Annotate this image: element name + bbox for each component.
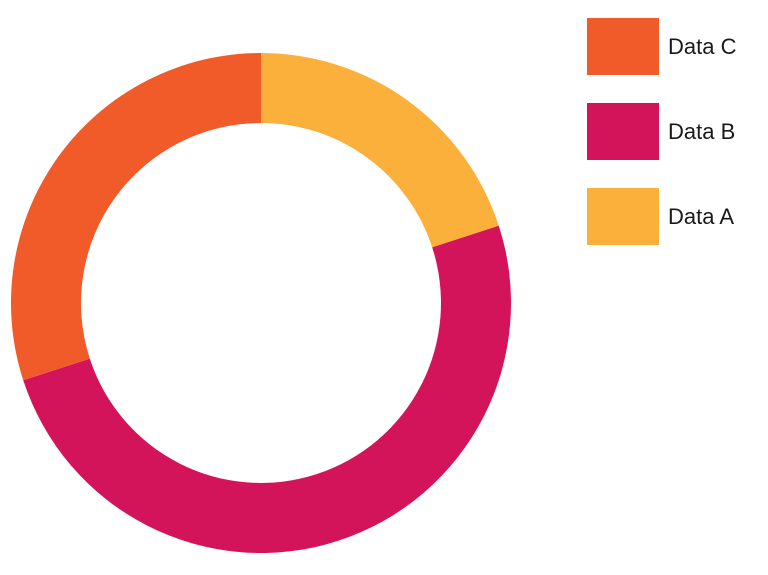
legend-swatch: [587, 188, 659, 245]
legend-label: Data A: [668, 203, 735, 229]
legend-swatch: [587, 103, 659, 160]
legend-item-data-b: Data B: [587, 103, 735, 160]
legend-label: Data C: [668, 33, 737, 59]
legend-item-data-c: Data C: [587, 18, 736, 75]
legend-swatch: [587, 18, 659, 75]
slice-data-b: [23, 225, 511, 553]
legend-label: Data B: [668, 118, 736, 144]
slice-data-a: [261, 53, 499, 248]
legend-item-data-a: Data A: [587, 188, 734, 245]
slice-data-c: [10, 53, 261, 381]
